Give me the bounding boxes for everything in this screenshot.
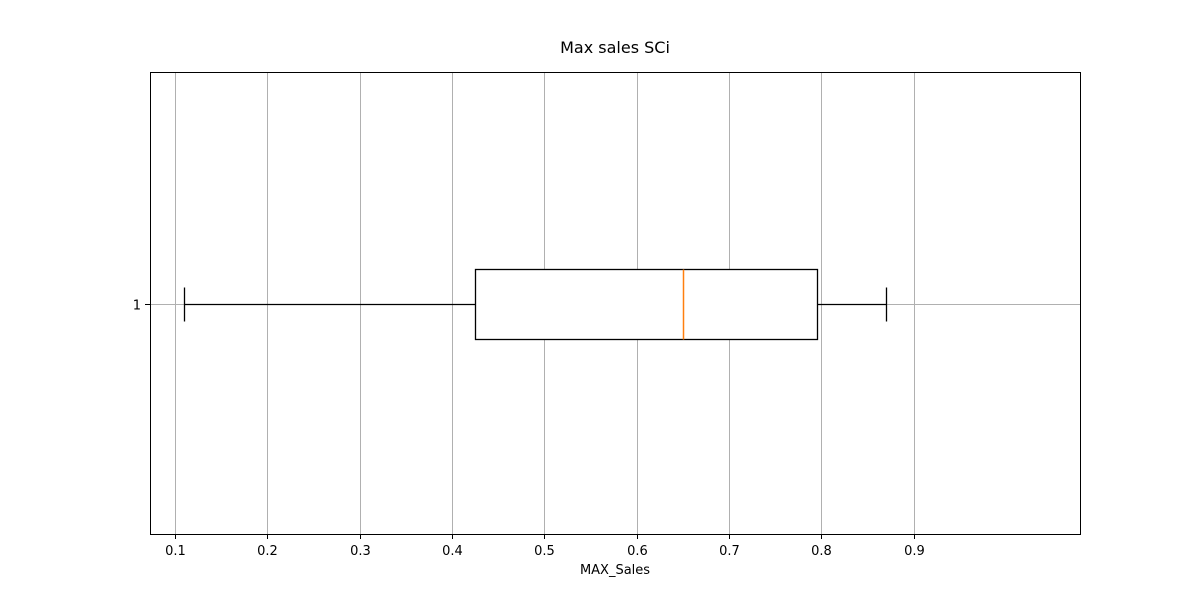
chart-title: Max sales SCi: [560, 38, 670, 57]
x-tick-label: 0.4: [442, 544, 463, 559]
data-layer: [183, 268, 888, 341]
x-tick-label: 0.8: [811, 544, 832, 559]
axes-frame: [150, 72, 1081, 535]
y-tick-label: 1: [133, 299, 141, 314]
x-tick-label: 0.5: [534, 544, 555, 559]
x-tick-label: 0.9: [904, 544, 925, 559]
x-axis-label: MAX_Sales: [580, 563, 650, 578]
tick-layer: 0.1 0.2 0.3 0.4 0.5 0.6 0.7 0.8 0.9 1: [133, 299, 925, 560]
x-tick-label: 0.7: [719, 544, 740, 559]
iqr-box: [474, 268, 819, 341]
x-tick-label: 0.2: [257, 544, 278, 559]
x-tick-label: 0.6: [627, 544, 648, 559]
x-tick-label: 0.3: [350, 544, 371, 559]
x-tick-label: 0.1: [165, 544, 186, 559]
